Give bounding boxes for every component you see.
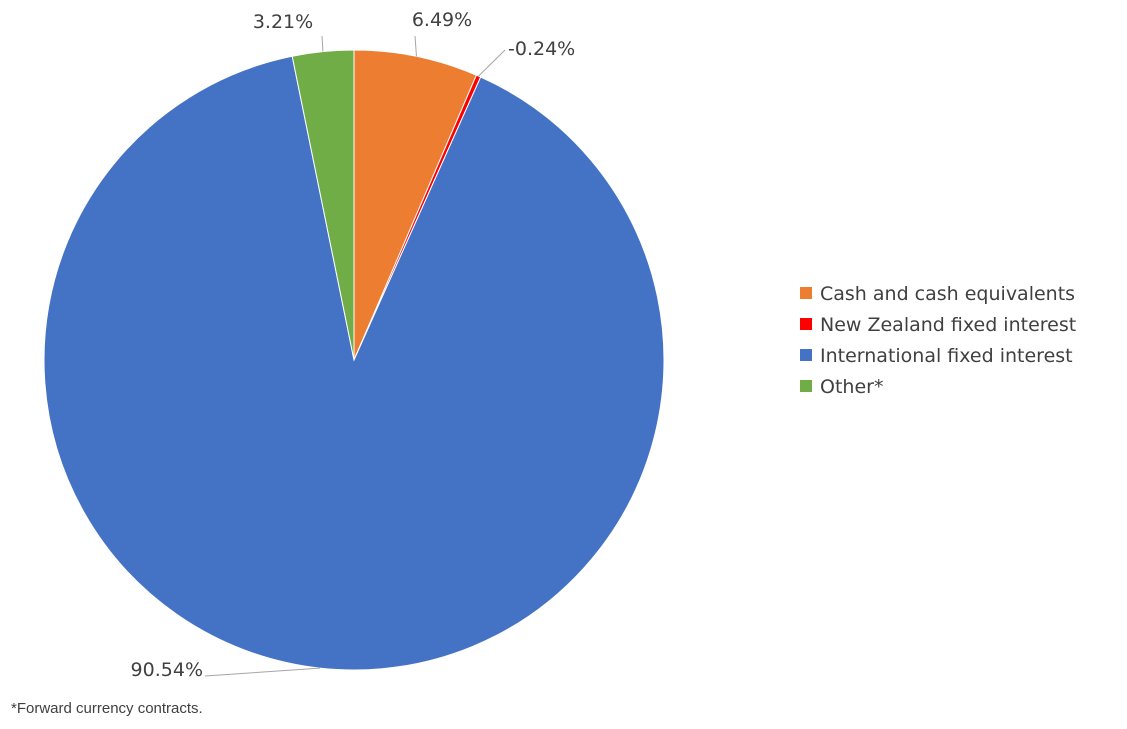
pie-slice-cash-and-cash-equivalents — [353, 49, 478, 361]
footnote: *Forward currency contracts. — [11, 700, 203, 717]
pie-slices — [43, 49, 665, 671]
legend-label-new-zealand-fixed-interest: New Zealand fixed interest — [820, 314, 1076, 336]
legend-swatch-cash-and-cash-equivalents — [800, 287, 812, 299]
leader-lines — [204, 35, 506, 677]
legend-label-cash-and-cash-equivalents: Cash and cash equivalents — [820, 283, 1075, 305]
leader-line-other — [321, 35, 324, 52]
legend-swatch-other — [800, 380, 812, 392]
data-label-new-zealand-fixed-interest: -0.24% — [508, 38, 575, 60]
leader-line-new-zealand-fixed-interest — [478, 49, 506, 77]
legend-swatch-international-fixed-interest — [800, 349, 812, 361]
pie-slice-international-fixed-interest — [43, 55, 665, 671]
data-label-international-fixed-interest: 90.54% — [131, 659, 203, 681]
legend: Cash and cash equivalents New Zealand fix… — [800, 283, 1076, 398]
data-labels: 6.49% -0.24% 90.54% 3.21% — [131, 9, 576, 681]
leader-line-international-fixed-interest — [204, 667, 320, 677]
pie-slice-other — [291, 49, 355, 361]
legend-swatch-new-zealand-fixed-interest — [800, 318, 812, 330]
legend-label-international-fixed-interest: International fixed interest — [820, 345, 1073, 367]
data-label-other: 3.21% — [253, 11, 313, 33]
legend-label-other: Other* — [820, 376, 883, 398]
leader-line-cash-and-cash-equivalents — [414, 35, 417, 57]
data-label-cash-and-cash-equivalents: 6.49% — [412, 9, 472, 31]
